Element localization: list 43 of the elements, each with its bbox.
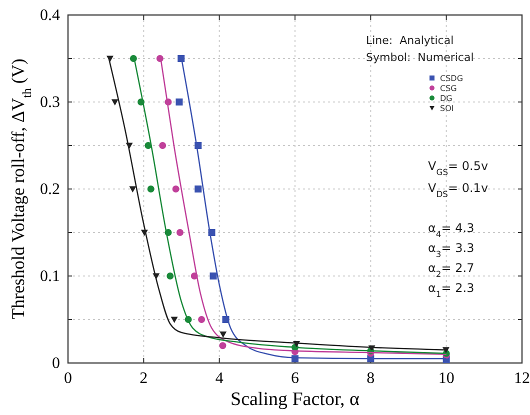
point [198,316,206,323]
point [144,142,152,149]
point [194,186,202,192]
x-tick-label: 2 [140,370,148,387]
point [111,99,118,106]
point [170,316,178,323]
y-tick-label: 0.2 [40,181,60,198]
point [176,98,183,106]
legend-label: SOI [440,104,454,113]
x-tick-label: 4 [215,370,224,387]
x-tick-label: 0 [64,370,72,387]
annotation: Symbol: Numerical [366,51,474,64]
point [210,272,217,280]
point [172,186,180,192]
point [166,272,174,280]
x-tick-label: 6 [291,370,299,387]
x-axis-title: Scaling Factor, α [230,389,360,410]
point [178,55,185,62]
point [106,56,114,62]
annotation: Line: Analytical [366,34,454,47]
y-tick-label: 0.1 [40,268,60,285]
annotation: V$_{DS}$= 0.1v [428,181,488,199]
annotation: V$_{GS}$= 0.5v [428,159,488,177]
legend-label: CSDG [440,74,464,83]
point [159,142,166,149]
y-tick-label: 0.4 [40,7,60,24]
annotation: α$_{3}$= 3.3 [428,241,474,259]
point [176,229,184,236]
x-tick-label: 10 [438,370,454,387]
annotation: α$_{1}$= 2.3 [428,281,474,299]
y-tick-label: 0.3 [40,94,60,111]
point [442,347,450,354]
point [219,342,226,350]
legend-label: CSG [440,84,457,93]
point [147,186,154,192]
point [129,186,136,192]
annotation: α$_{2}$= 2.7 [428,261,474,279]
annotation: α$_{4}$= 4.3 [428,221,474,239]
x-tick-label: 12 [514,370,530,387]
y-tick-label: 0 [52,355,60,372]
point [220,331,227,338]
legend-label: DG [440,94,452,103]
x-tick-label: 8 [366,370,375,387]
